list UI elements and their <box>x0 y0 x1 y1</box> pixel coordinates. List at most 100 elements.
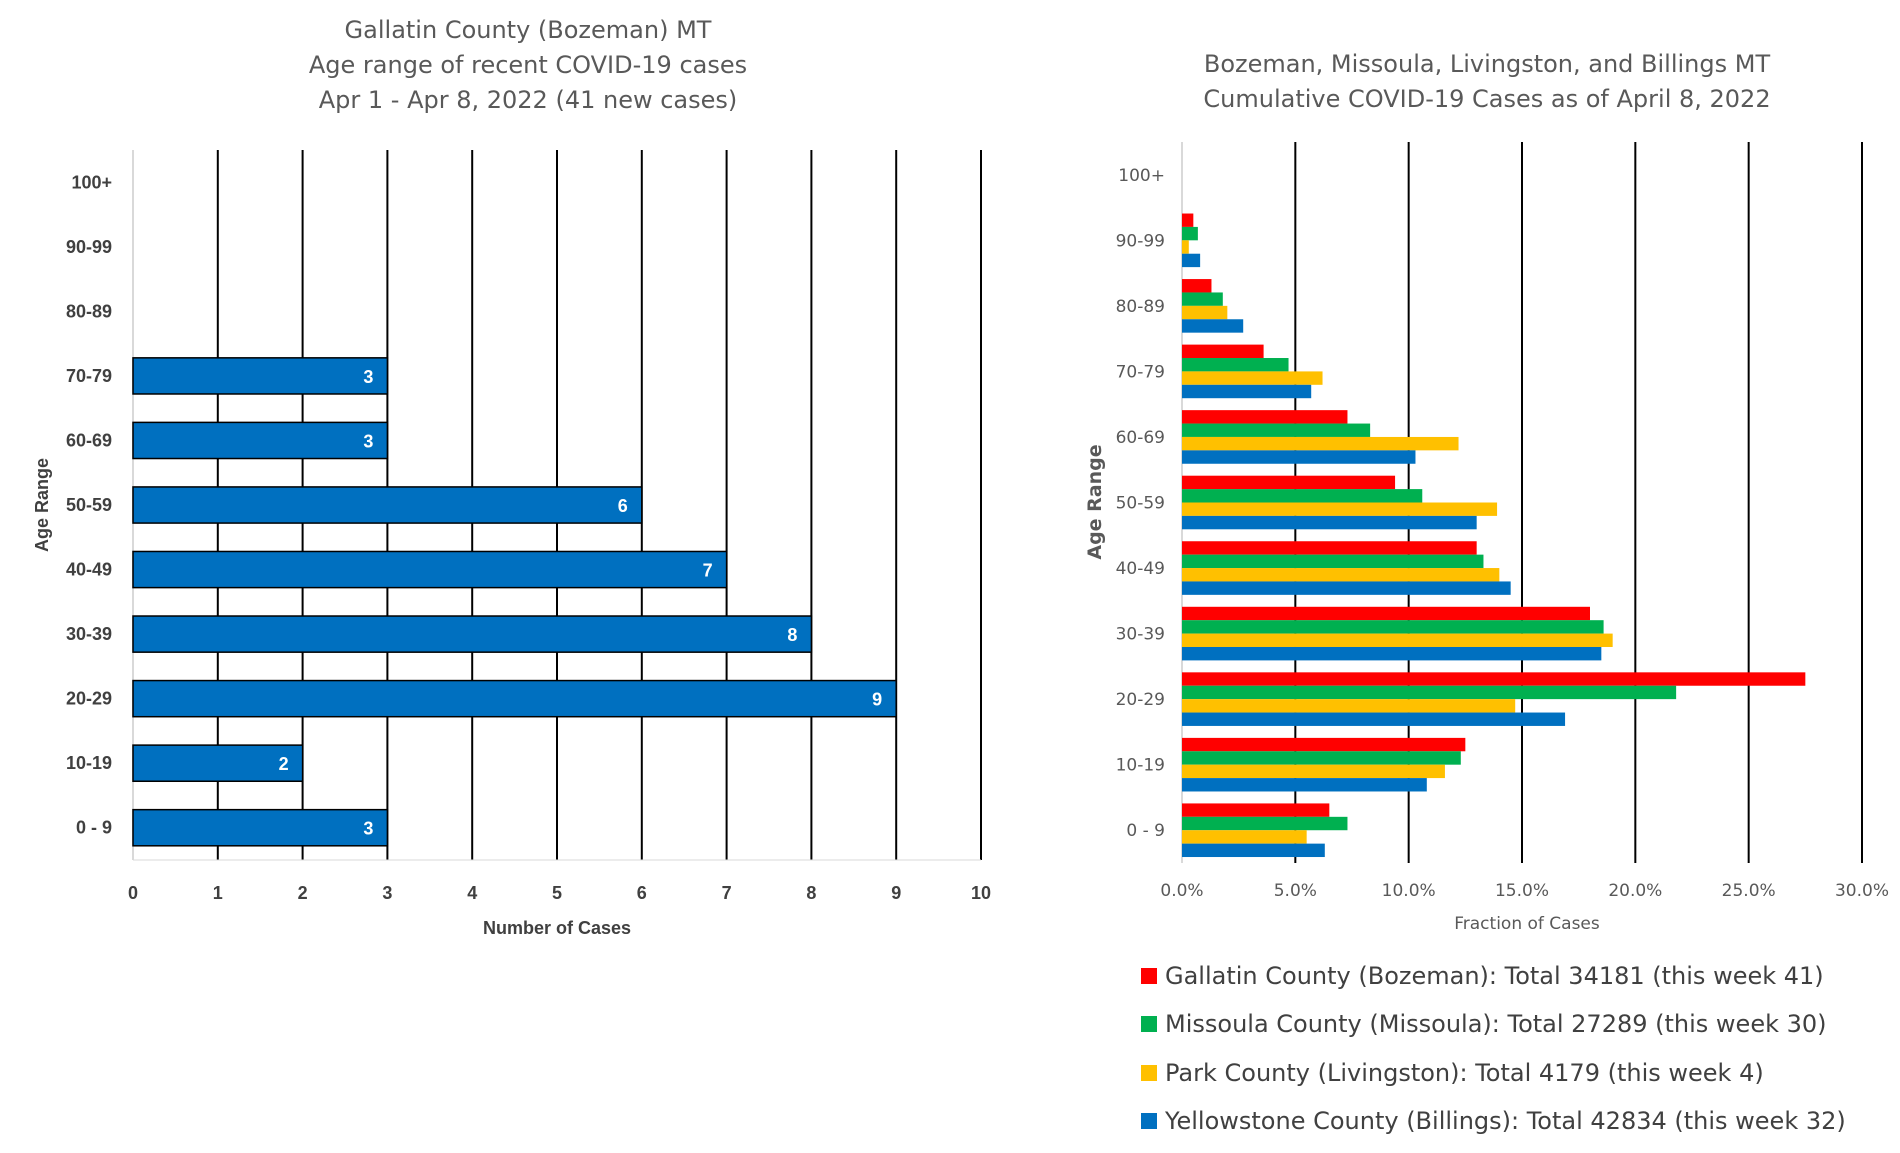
legend-swatch <box>1141 1113 1157 1129</box>
right-bar <box>1182 712 1566 726</box>
left-y-tick-label: 40-49 <box>66 560 112 580</box>
left-y-tick-label: 70-79 <box>66 366 112 386</box>
right-bar <box>1182 279 1212 293</box>
right-bar <box>1182 803 1330 817</box>
right-bar <box>1182 384 1312 399</box>
right-bar <box>1182 843 1325 858</box>
right-bar <box>1182 672 1806 686</box>
left-x-tick-label: 6 <box>637 883 647 903</box>
right-bar <box>1182 502 1498 516</box>
right-bar <box>1182 240 1189 254</box>
right-bar <box>1182 620 1604 634</box>
legend-entry: Missoula County (Missoula): Total 27289 … <box>1165 1010 1827 1038</box>
left-y-tick-label: 30-39 <box>66 624 112 644</box>
right-bar <box>1182 226 1198 241</box>
left-bar-value-label: 2 <box>279 754 289 774</box>
left-bar-value-label: 7 <box>703 561 713 581</box>
left-bar <box>132 808 389 847</box>
left-y-tick-label: 90-99 <box>66 237 112 257</box>
right-bar <box>1182 319 1244 333</box>
right-bar <box>1182 305 1228 320</box>
right-bar <box>1182 410 1348 424</box>
right-bar <box>1182 475 1396 490</box>
left-chart-title-line-1: Gallatin County (Bozeman) MT <box>345 16 712 44</box>
left-y-tick-label: 20-29 <box>66 689 112 709</box>
right-x-tick-label: 15.0% <box>1495 881 1549 901</box>
right-bar <box>1182 778 1427 792</box>
legend-swatch <box>1141 1016 1157 1032</box>
left-x-tick-label: 9 <box>891 883 901 903</box>
right-bar <box>1182 541 1477 555</box>
right-y-tick-label: 50-59 <box>1116 494 1165 514</box>
left-y-tick-label: 100+ <box>71 172 112 192</box>
right-bar <box>1182 515 1477 530</box>
left-bar <box>132 679 897 718</box>
right-bar <box>1182 436 1459 451</box>
right-y-tick-label: 10-19 <box>1116 756 1165 776</box>
left-bar <box>132 744 304 783</box>
right-y-tick-label: 30-39 <box>1116 625 1165 645</box>
right-bar <box>1182 633 1613 647</box>
right-bar <box>1182 253 1201 268</box>
right-bar <box>1182 816 1348 831</box>
left-chart-title-line-2: Age range of recent COVID-19 cases <box>309 51 747 79</box>
left-y-tick-label: 50-59 <box>66 495 112 515</box>
right-bar <box>1182 606 1590 621</box>
legend-swatch <box>1141 968 1157 984</box>
left-bar <box>132 615 813 653</box>
right-bar <box>1182 344 1264 359</box>
right-x-tick-label: 25.0% <box>1722 881 1776 901</box>
left-bar <box>132 357 389 395</box>
right-y-axis-title: Age Range <box>1084 444 1106 559</box>
left-x-tick-label: 0 <box>128 883 138 903</box>
left-x-tick-label: 8 <box>806 883 816 903</box>
right-bar <box>1182 737 1466 752</box>
left-bar <box>132 550 728 589</box>
right-x-tick-label: 0.0% <box>1160 881 1203 901</box>
right-x-axis-title: Fraction of Cases <box>1454 914 1600 934</box>
right-bar <box>1182 292 1223 306</box>
right-x-tick-label: 30.0% <box>1835 881 1889 901</box>
right-x-tick-label: 10.0% <box>1382 881 1436 901</box>
left-x-tick-label: 4 <box>467 883 477 903</box>
right-bar <box>1182 371 1323 385</box>
legend-swatch <box>1141 1065 1157 1081</box>
left-y-tick-label: 80-89 <box>66 301 112 321</box>
right-bar <box>1182 450 1416 464</box>
right-bar <box>1182 751 1461 765</box>
left-bar <box>132 486 643 524</box>
left-chart-title-line-3: Apr 1 - Apr 8, 2022 (41 new cases) <box>319 86 738 114</box>
right-bar <box>1182 581 1511 595</box>
left-x-tick-label: 7 <box>722 883 732 903</box>
left-bar-value-label: 3 <box>363 367 373 387</box>
left-x-tick-label: 5 <box>552 883 562 903</box>
left-x-tick-label: 10 <box>971 883 991 903</box>
right-y-tick-label: 100+ <box>1118 166 1165 186</box>
legend-entry: Gallatin County (Bozeman): Total 34181 (… <box>1165 962 1824 990</box>
right-bar <box>1182 568 1500 582</box>
left-y-axis-title: Age Range <box>32 458 52 552</box>
right-y-tick-label: 0 - 9 <box>1126 821 1165 841</box>
right-bar <box>1182 699 1516 713</box>
right-bar <box>1182 646 1602 661</box>
left-x-axis-title: Number of Cases <box>483 918 631 938</box>
left-x-tick-label: 2 <box>298 883 308 903</box>
right-bar <box>1182 685 1677 700</box>
legend-entry: Park County (Livingston): Total 4179 (th… <box>1165 1059 1764 1087</box>
right-bar <box>1182 358 1289 372</box>
right-bar <box>1182 489 1423 503</box>
right-y-tick-label: 20-29 <box>1116 690 1165 710</box>
right-bar <box>1182 554 1484 569</box>
right-chart-title-line-2: Cumulative COVID-19 Cases as of April 8,… <box>1203 85 1770 113</box>
right-y-tick-label: 40-49 <box>1116 559 1165 579</box>
left-bar-value-label: 6 <box>618 496 628 516</box>
right-y-tick-label: 80-89 <box>1116 297 1165 317</box>
right-y-tick-label: 70-79 <box>1116 362 1165 382</box>
left-x-tick-label: 1 <box>213 883 223 903</box>
left-bar-value-label: 9 <box>872 690 882 710</box>
right-bar <box>1182 213 1194 227</box>
right-x-tick-label: 5.0% <box>1274 881 1317 901</box>
right-y-tick-label: 60-69 <box>1116 428 1165 448</box>
